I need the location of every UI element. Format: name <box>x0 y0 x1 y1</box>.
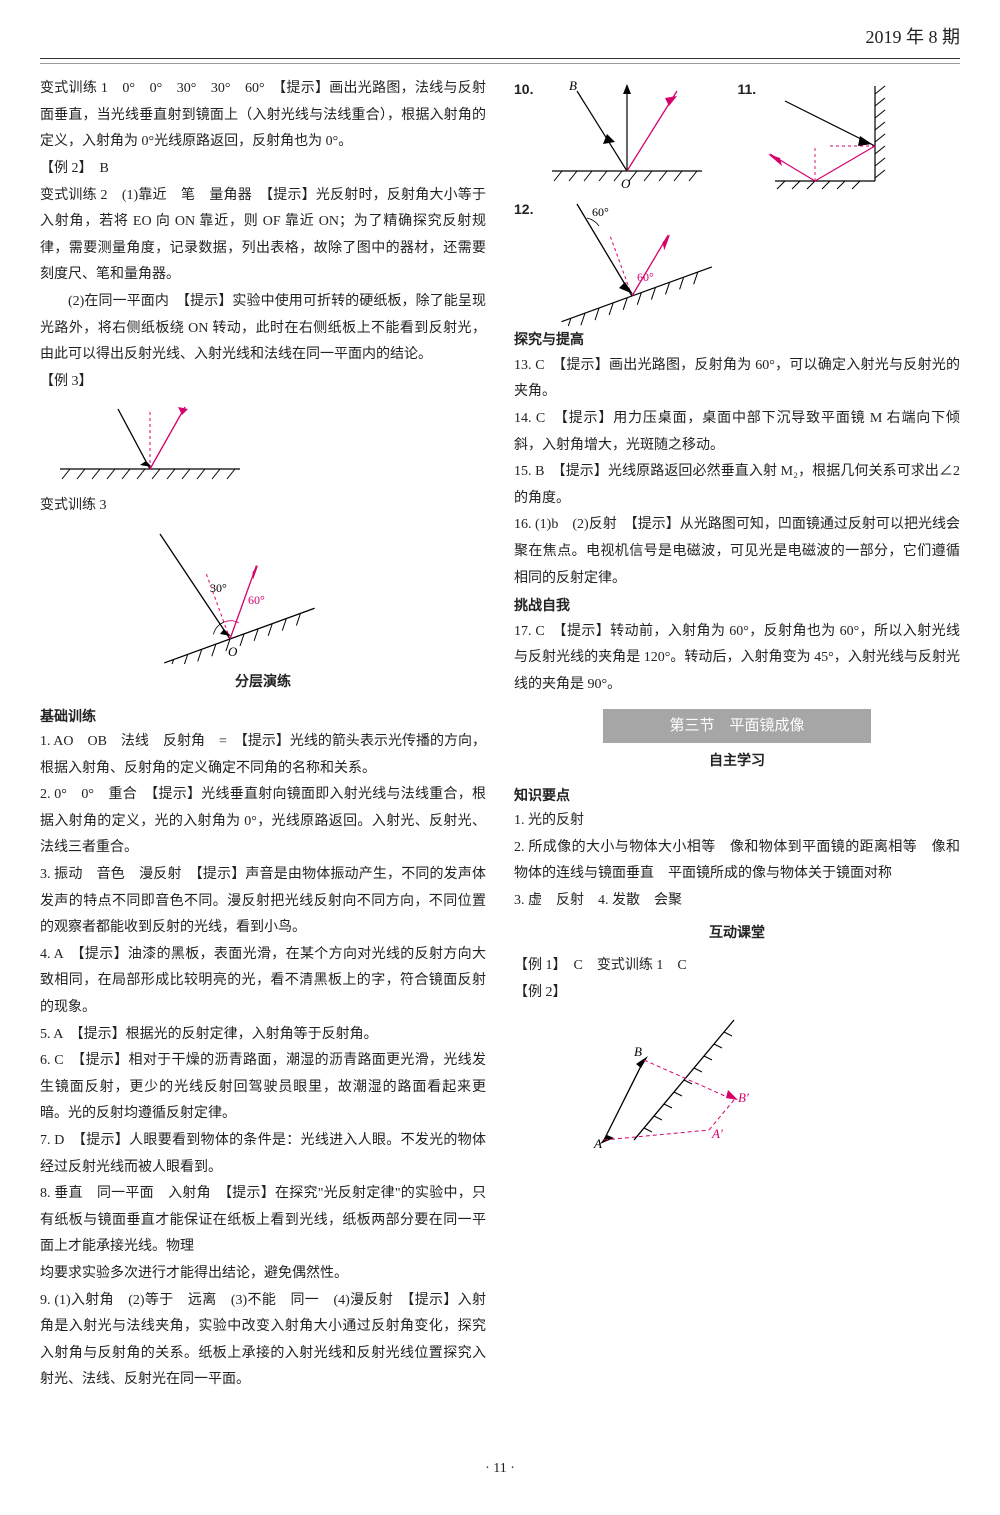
figure-12-row: 12. 60° 60° <box>514 196 960 326</box>
heading: 挑战自我 <box>514 592 960 619</box>
heading: 基础训练 <box>40 703 486 730</box>
label-o: O <box>621 176 631 191</box>
angle-60-label: 60° <box>248 593 265 607</box>
para: 3. 虚 反射 4. 发散 会聚 <box>514 888 960 915</box>
para: 均要求实验多次进行才能得出结论，避免偶然性。 <box>40 1261 486 1288</box>
subheading: 互动课堂 <box>514 921 960 948</box>
para: 8. 垂直 同一平面 入射角 【提示】在探究"光反射定律"的实验中，只有纸板与镜… <box>40 1181 486 1261</box>
label-bp: B' <box>738 1090 749 1105</box>
label-b: B <box>569 78 577 93</box>
para: 4. A 【提示】油漆的黑板，表面光滑，在某个方向对光线的反射方向大致相同，在局… <box>40 942 486 1022</box>
label-b: B <box>634 1044 642 1059</box>
label-a: A <box>593 1136 602 1150</box>
page-header: 2019 年 8 期 <box>40 20 960 59</box>
label-ap: A' <box>711 1126 723 1141</box>
para: 13. C 【提示】画出光路图，反射角为 60°，可以确定入射光与反射光的夹角。 <box>514 353 960 406</box>
para: 17. C 【提示】转动前，入射角为 60°，反射角也为 60°，所以入射光线与… <box>514 619 960 699</box>
subheading: 自主学习 <box>514 749 960 776</box>
para: 变式训练 3 <box>40 493 486 520</box>
figure-var3: 30° 60° O <box>40 524 486 664</box>
figure-10: B O <box>537 76 717 196</box>
para: 16. (1)b (2)反射 【提示】从光路图可知，凹面镜通过反射可以把光线会聚… <box>514 512 960 592</box>
para: (2)在同一平面内 【提示】实验中使用可折转的硬纸板，除了能呈现光路外，将右侧纸… <box>40 289 486 369</box>
heading: 知识要点 <box>514 782 960 809</box>
issue-label: 2019 年 8 期 <box>866 27 961 47</box>
para: 【例 1】 C 变式训练 1 C <box>514 953 960 980</box>
para: 变式训练 2 (1)靠近 笔 量角器 【提示】光反射时，反射角大小等于入射角，若… <box>40 183 486 289</box>
angle-60-b: 60° <box>637 270 654 284</box>
para: 14. C 【提示】用力压桌面，桌面中部下沉导致平面镜 M 右端向下倾斜，入射角… <box>514 406 960 459</box>
header-rule <box>40 63 960 64</box>
para: 5. A 【提示】根据光的反射定律，入射角等于反射角。 <box>40 1022 486 1049</box>
angle-30-label: 30° <box>210 581 227 595</box>
figure-11 <box>760 76 900 196</box>
para: 7. D 【提示】人眼要看到物体的条件是：光线进入人眼。不发光的物体经过反射光线… <box>40 1128 486 1181</box>
para: 2. 0° 0° 重合 【提示】光线垂直射向镜面即入射光线与法线重合，根据入射角… <box>40 782 486 862</box>
para: 15. B 【提示】光线原路返回必然垂直入射 M₂，根据几何关系可求出∠2 的角… <box>514 459 960 512</box>
figure-12: 60° 60° <box>537 196 737 326</box>
para: 【例 2】 B <box>40 156 486 183</box>
angle-60-a: 60° <box>592 205 609 219</box>
para: 9. (1)入射角 (2)等于 远离 (3)不能 同一 (4)漫反射 【提示】入… <box>40 1288 486 1394</box>
fig-label-12: 12. <box>514 196 533 326</box>
page-number: · 11 · <box>40 1456 960 1483</box>
heading: 探究与提高 <box>514 326 960 353</box>
fig-label-10: 10. <box>514 76 533 196</box>
point-o-label: O <box>228 644 238 659</box>
content-columns: 变式训练 1 0° 0° 30° 30° 60° 【提示】画出光路图，法线与反射… <box>40 76 960 1446</box>
para: 3. 振动 音色 漫反射 【提示】声音是由物体振动产生，不同的发声体发声的特点不… <box>40 862 486 942</box>
fig-label-11: 11. <box>737 76 756 196</box>
para: 【例 3】 <box>40 369 486 396</box>
subheading: 分层演练 <box>40 670 486 697</box>
figure-ex3 <box>40 399 486 489</box>
figure-ex2-mirror: A B B' A' <box>514 1010 960 1150</box>
para: 6. C 【提示】相对于干燥的沥青路面，潮湿的沥青路面更光滑，光线发生镜面反射，… <box>40 1048 486 1128</box>
para: 变式训练 1 0° 0° 30° 30° 60° 【提示】画出光路图，法线与反射… <box>40 76 486 156</box>
section-banner: 第三节 平面镜成像 <box>603 709 871 744</box>
para: 2. 所成像的大小与物体大小相等 像和物体到平面镜的距离相等 像和物体的连线与镜… <box>514 835 960 888</box>
para: 1. 光的反射 <box>514 808 960 835</box>
para: 1. AO OB 法线 反射角 = 【提示】光线的箭头表示光传播的方向，根据入射… <box>40 729 486 782</box>
figure-row-10-11: 10. B O 11. <box>514 76 960 196</box>
para: 【例 2】 <box>514 980 960 1007</box>
